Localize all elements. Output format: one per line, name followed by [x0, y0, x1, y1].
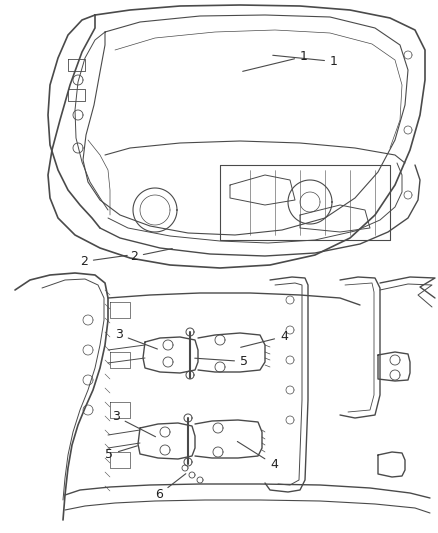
Text: 2: 2 [130, 248, 172, 263]
Text: 3: 3 [112, 410, 155, 437]
Text: 1: 1 [273, 55, 338, 68]
Text: 4: 4 [241, 330, 288, 348]
Text: 3: 3 [115, 328, 157, 349]
Text: 4: 4 [237, 441, 278, 471]
Text: 1: 1 [243, 50, 308, 71]
Text: 6: 6 [155, 474, 186, 501]
Text: 2: 2 [80, 255, 127, 268]
Text: 5: 5 [105, 446, 138, 461]
Text: 5: 5 [195, 355, 248, 368]
